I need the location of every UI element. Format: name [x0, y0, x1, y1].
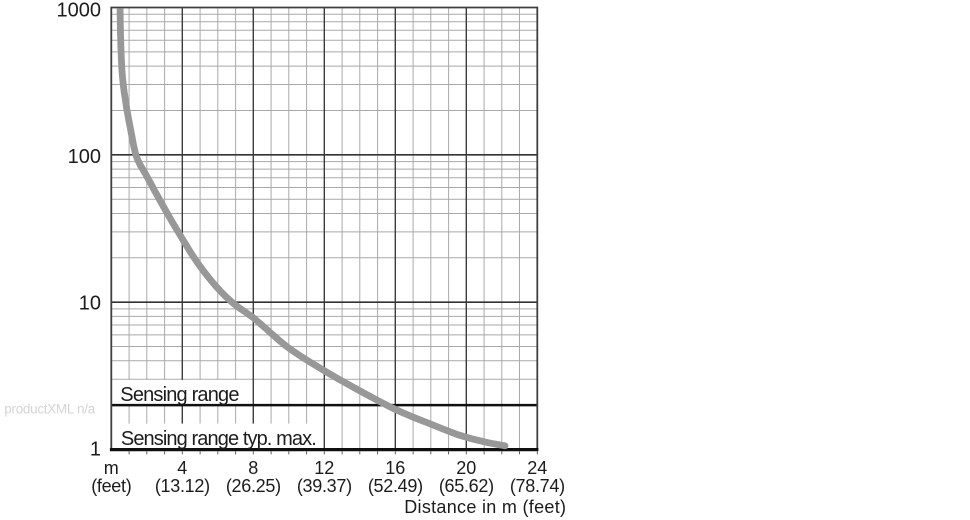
- svg-text:(52.49): (52.49): [368, 476, 423, 496]
- svg-text:(26.25): (26.25): [226, 476, 281, 496]
- svg-text:8: 8: [248, 458, 258, 478]
- svg-text:12: 12: [314, 458, 334, 478]
- svg-text:(65.62): (65.62): [439, 476, 494, 496]
- svg-text:m: m: [104, 458, 119, 478]
- svg-text:(feet): (feet): [91, 476, 131, 496]
- svg-text:100: 100: [68, 146, 101, 168]
- svg-text:Sensing range: Sensing range: [120, 384, 239, 406]
- svg-text:1: 1: [90, 439, 101, 461]
- svg-text:(39.37): (39.37): [297, 476, 352, 496]
- svg-text:20: 20: [456, 458, 476, 478]
- svg-text:4: 4: [177, 458, 187, 478]
- svg-text:Distance in m (feet): Distance in m (feet): [404, 497, 566, 517]
- svg-text:(13.12): (13.12): [155, 476, 210, 496]
- svg-text:productXML n/a: productXML n/a: [4, 402, 95, 417]
- svg-text:Sensing range typ. max.: Sensing range typ. max.: [121, 428, 316, 450]
- svg-text:1000: 1000: [57, 0, 102, 22]
- svg-text:16: 16: [385, 458, 405, 478]
- svg-text:10: 10: [79, 293, 101, 315]
- svg-text:(78.74): (78.74): [510, 476, 565, 496]
- svg-text:24: 24: [527, 458, 547, 478]
